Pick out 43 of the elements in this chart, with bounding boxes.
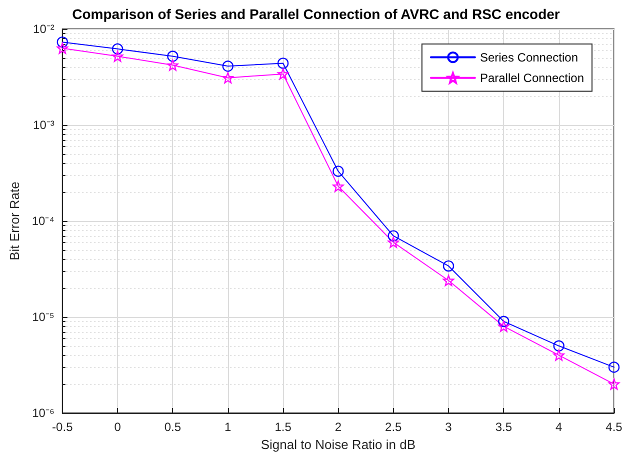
point (222, 72, 234, 84)
y-tick-label: 10⁻⁴ (32, 214, 54, 228)
point (442, 260, 454, 272)
point (388, 236, 399, 248)
point (553, 340, 564, 352)
point (388, 230, 399, 242)
x-tick-label: 2 (334, 420, 342, 434)
point (608, 378, 620, 390)
x-tick-label: 0.5 (164, 420, 182, 434)
point (498, 316, 510, 327)
legend-label: Series Connection (480, 50, 578, 64)
x-tick-label: 2.5 (385, 420, 402, 434)
point (498, 320, 510, 332)
x-tick-label: 3.5 (495, 420, 512, 434)
x-tick-label: 3 (445, 420, 452, 434)
point (553, 350, 564, 361)
x-tick-label: 1 (224, 420, 232, 434)
point (442, 274, 454, 286)
point (222, 60, 234, 72)
x-tick-label: 0 (114, 420, 122, 434)
y-tick-label: 10⁻⁶ (32, 406, 54, 420)
point (332, 180, 344, 192)
x-axis-title: Signal to Noise Ratio in dB (260, 436, 416, 452)
x-tick-label: 1.5 (274, 420, 292, 434)
point (277, 68, 289, 80)
x-tick-label: 4 (555, 420, 562, 434)
point (167, 60, 178, 71)
point (112, 50, 124, 62)
chart-title: Comparison of Series and Parallel Connection of AVRC and RSC encoder (72, 6, 560, 22)
y-axis-title: Bit Error Rate (7, 182, 22, 260)
point (277, 58, 289, 69)
y-tick-label: 10⁻⁵ (32, 310, 54, 324)
point (112, 43, 124, 55)
x-tick-label: 4.5 (606, 420, 623, 434)
point (332, 166, 344, 177)
x-tick-label: -0.5 (52, 420, 74, 434)
legend-label: Parallel Connection (480, 70, 584, 85)
y-tick-label: 10⁻² (33, 22, 54, 36)
point (608, 362, 620, 373)
y-tick-label: 10⁻³ (33, 118, 54, 132)
point (56, 42, 68, 54)
point (56, 36, 68, 48)
point (167, 50, 178, 62)
